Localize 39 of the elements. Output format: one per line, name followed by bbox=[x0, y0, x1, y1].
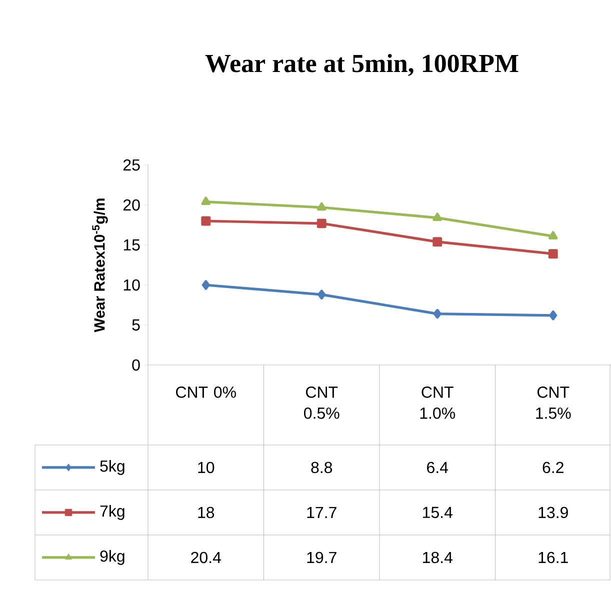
point bbox=[548, 249, 558, 258]
y-tick-label: 25 bbox=[123, 159, 140, 171]
point bbox=[432, 212, 442, 221]
data-label: 18 bbox=[198, 506, 214, 518]
legend-label: 5kg bbox=[100, 460, 124, 475]
y-tick-label: 15 bbox=[124, 239, 140, 251]
chart-title: Wear rate at 5min, 100RPM bbox=[205, 54, 518, 76]
data-label: 18.4 bbox=[423, 552, 452, 564]
x-tick-label: CNT 0% bbox=[176, 386, 236, 398]
x-tick-label: CNT 1.5% bbox=[536, 386, 571, 419]
x-tick-label: CNT 0.5% bbox=[304, 386, 340, 419]
data-label: 17.7 bbox=[307, 506, 336, 518]
data-label: 15.4 bbox=[423, 506, 452, 518]
y-axis-title: Wear Ratex10$^{-5}$g/m bbox=[92, 198, 108, 332]
data-label: 16.1 bbox=[538, 552, 568, 564]
y-tick-label: 5 bbox=[132, 319, 140, 331]
point bbox=[548, 231, 558, 240]
point bbox=[317, 202, 326, 211]
y-tick-label: 10 bbox=[124, 279, 140, 291]
data-label: 6.4 bbox=[427, 462, 448, 474]
data-label: 19.7 bbox=[307, 552, 336, 564]
y-tick-label: 20 bbox=[123, 199, 140, 211]
point bbox=[432, 237, 442, 246]
point bbox=[433, 308, 442, 319]
point bbox=[201, 216, 211, 226]
data-label: 20.4 bbox=[191, 552, 221, 564]
point bbox=[549, 310, 558, 320]
legend-label: 7kg bbox=[100, 505, 124, 520]
data-label: 13.9 bbox=[538, 506, 568, 518]
point bbox=[318, 290, 326, 300]
data-label: 6.2 bbox=[542, 462, 564, 474]
legend-label: 9kg bbox=[100, 550, 124, 565]
data-label: 8.8 bbox=[311, 462, 332, 474]
point bbox=[316, 218, 326, 228]
data-label: 10 bbox=[198, 462, 214, 474]
y-tick-label: 0 bbox=[132, 359, 140, 371]
point bbox=[201, 196, 210, 205]
point bbox=[202, 280, 210, 290]
x-tick-label: CNT 1.0% bbox=[420, 386, 456, 419]
